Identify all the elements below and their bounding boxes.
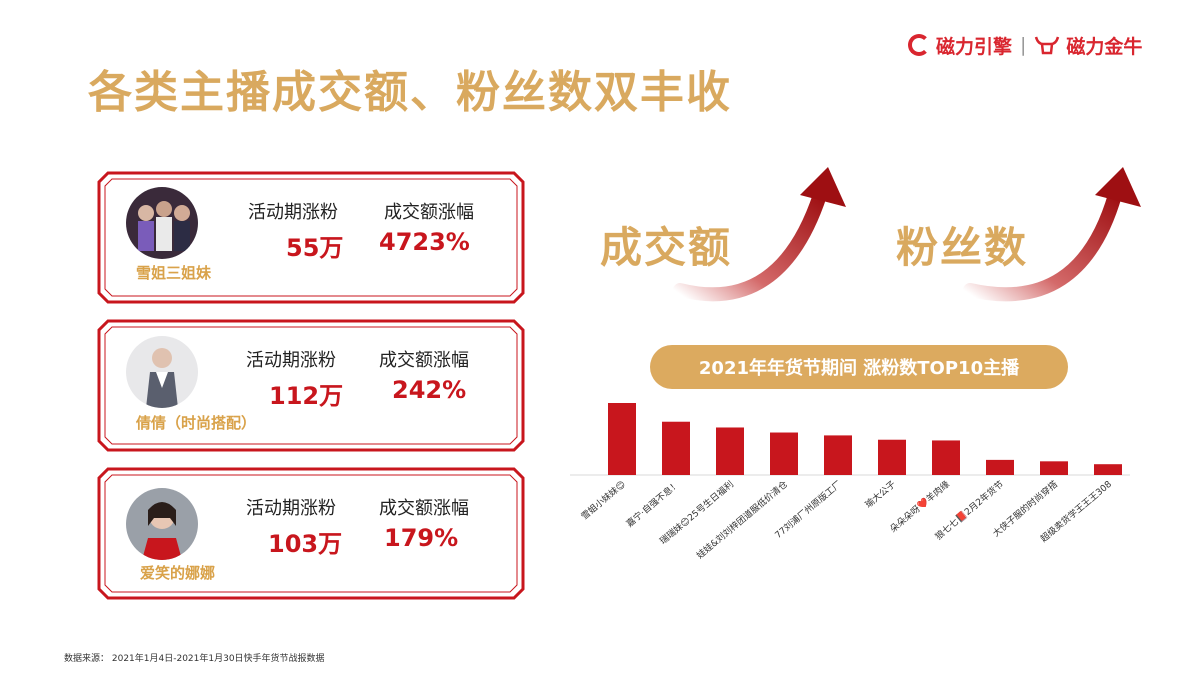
fans-growth-label: 粉丝数 [896, 223, 1029, 272]
sales-value: 242% [392, 376, 467, 404]
up-arrow-icon [963, 167, 1141, 302]
fans-value: 55万 [286, 234, 344, 262]
bar-6 [878, 439, 906, 475]
sales-label: 成交额涨幅 [384, 202, 474, 223]
fans-label: 活动期涨粉 [248, 202, 338, 223]
category-label-4: 娃娃&刘刘梓团道服低价清仓 [694, 478, 790, 561]
growth-arrows [673, 167, 1141, 302]
bar-5 [824, 435, 852, 475]
streamer-name: 雪姐三姐妹 [136, 264, 212, 282]
bar-9 [1040, 461, 1068, 475]
category-label-1: 雪姐小妹妹😊 [579, 478, 628, 522]
fans-value: 103万 [268, 530, 343, 558]
up-arrow-icon [673, 167, 846, 302]
streamer-card: 倩倩（时尚搭配） 活动期涨粉 成交额涨幅 112万 242% [96, 318, 526, 453]
streamer-avatar [126, 336, 198, 408]
bar-3 [716, 427, 744, 475]
logo-separator: | [1020, 34, 1027, 56]
page-title: 各类主播成交额、粉丝数双丰收 [88, 67, 732, 118]
fans-value: 112万 [269, 382, 344, 410]
sales-value: 4723% [379, 228, 470, 256]
bar-1 [608, 403, 636, 475]
brand-logo: 磁力引擎 | 磁力金牛 [908, 30, 1142, 60]
streamer-card: 雪姐三姐妹 活动期涨粉 成交额涨幅 55万 4723% [96, 170, 526, 305]
data-source-footnote: 数据来源： 2021年1月4日-2021年1月30日快手年货节战报数据 [64, 654, 325, 664]
streamer-card: 爱笑的娜娜 活动期涨粉 成交额涨幅 103万 179% [96, 466, 526, 601]
streamer-name: 倩倩（时尚搭配） [136, 414, 257, 432]
card-frame [97, 171, 525, 304]
sales-label: 成交额涨幅 [379, 498, 469, 519]
bar-8 [986, 459, 1014, 475]
streamer-name: 爱笑的娜娜 [140, 564, 216, 582]
sales-growth-label: 成交额 [600, 223, 733, 272]
sales-label: 成交额涨幅 [379, 350, 469, 371]
category-label-2: 嘉宁·自强不息！ [624, 478, 682, 530]
sales-value: 179% [384, 524, 459, 552]
fans-label: 活动期涨粉 [246, 498, 336, 519]
magnet-engine-logo-icon [908, 34, 930, 56]
chart-title-pill: 2021年年货节期间 涨粉数TOP10主播 [650, 345, 1068, 389]
streamer-avatar [126, 488, 198, 560]
logo-right-text: 磁力金牛 [1066, 35, 1143, 58]
bar-4 [770, 432, 798, 475]
bar-10 [1094, 464, 1122, 475]
bull-icon [1035, 36, 1060, 55]
bar-7 [932, 440, 960, 475]
fans-top10-bar-chart: 雪姐小妹妹😊嘉宁·自强不息！瑞瑞妹😊25号生日福利娃娃&刘刘梓团道服低价清仓77… [570, 403, 1130, 561]
streamer-avatar [126, 187, 198, 259]
bar-2 [662, 421, 690, 475]
card-frame [97, 319, 525, 452]
logo-left-text: 磁力引擎 [936, 35, 1013, 58]
fans-label: 活动期涨粉 [246, 350, 336, 371]
card-frame [97, 467, 525, 600]
category-label-6: 瑜大公子 [863, 478, 898, 510]
